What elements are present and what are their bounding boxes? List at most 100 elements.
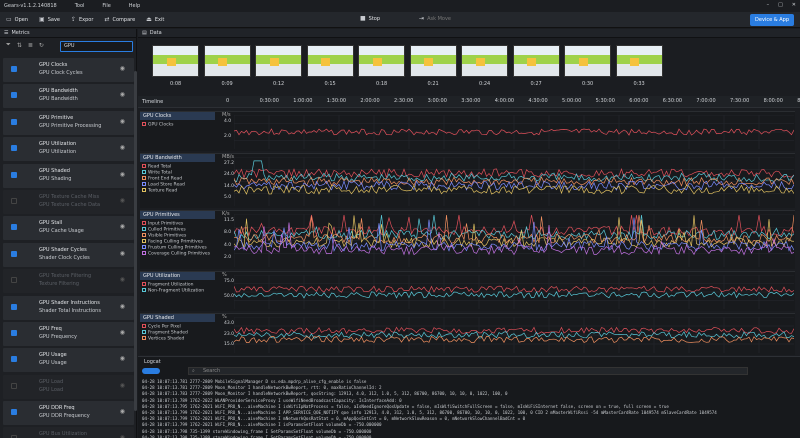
metric-checkbox[interactable] [11, 409, 17, 416]
compare-button[interactable]: ⇄ Compare [104, 16, 136, 23]
legend-checkbox[interactable] [142, 221, 146, 225]
screenshot-thumbnail[interactable] [512, 45, 560, 77]
legend-item[interactable]: Write Total [142, 170, 172, 176]
legend-item[interactable]: Input Primitives [142, 221, 183, 227]
track-chart[interactable] [234, 115, 794, 149]
legend-item[interactable]: Front End Read [142, 176, 182, 182]
legend-checkbox[interactable] [142, 288, 146, 292]
metric-item[interactable]: GPU Primitive GPU Primitive Processing ◉ [3, 110, 134, 135]
screenshot-thumbnail[interactable] [564, 45, 611, 77]
legend-checkbox[interactable] [142, 188, 146, 192]
legend-item[interactable]: Read Total [142, 164, 171, 170]
sort-icon[interactable]: ⇅ [16, 41, 22, 49]
eye-icon[interactable]: ◉ [119, 65, 125, 72]
legend-checkbox[interactable] [142, 324, 146, 328]
eye-icon[interactable]: ◉ [119, 249, 125, 257]
metric-checkbox[interactable] [11, 250, 17, 257]
legend-checkbox[interactable] [142, 336, 146, 340]
device-app-button[interactable]: Device & App [750, 14, 794, 26]
eye-icon[interactable]: ◉ [119, 276, 125, 284]
metric-item[interactable]: GPU Usage GPU Usage ◉ [3, 348, 134, 373]
log-row[interactable]: 04-28 10:07:13.798 735-1399 storeWindowi… [142, 428, 372, 434]
metric-checkbox[interactable] [11, 329, 17, 336]
log-row[interactable]: 04-28 10:07:13.781 2777-2809 Moon_Monito… [142, 385, 382, 391]
maximize-icon[interactable]: □ [778, 2, 783, 8]
track-0[interactable]: GPU Clocks M/s GPU Clocks 4.0 2.0 [140, 111, 795, 151]
legend-item[interactable]: Fragment Shaded [142, 330, 188, 336]
screenshot-thumbnail[interactable] [255, 45, 302, 77]
export-button[interactable]: ⇪ Expor [70, 16, 94, 23]
metric-checkbox[interactable] [11, 145, 17, 152]
screenshot-thumbnail[interactable] [306, 45, 354, 77]
log-row[interactable]: 04-28 10:07:13.798 735-1399 storeWindowi… [142, 434, 372, 438]
eye-icon[interactable]: ◉ [119, 117, 125, 125]
legend-item[interactable]: Vertices Shaded [142, 336, 184, 342]
legend-item[interactable]: Texture Read [142, 188, 177, 194]
eye-icon[interactable]: ◉ [119, 170, 125, 178]
menu-help[interactable]: Help [128, 2, 141, 9]
metric-checkbox[interactable] [11, 224, 17, 231]
metric-checkbox[interactable] [11, 382, 17, 389]
metric-item[interactable]: GPU DDR Freq GPU DDR Frequency ◉ [3, 401, 134, 426]
metric-checkbox[interactable] [11, 118, 17, 125]
metric-checkbox[interactable] [11, 303, 17, 310]
legend-checkbox[interactable] [142, 233, 146, 237]
metrics-search-input[interactable]: GPU [60, 41, 133, 52]
legend-item[interactable]: Cycle Per Pixel [142, 324, 181, 330]
log-row[interactable]: 04-28 10:07:13.781 2777-2809 MobileSigna… [142, 379, 367, 384]
legend-checkbox[interactable] [142, 170, 146, 174]
stop-button[interactable]: ■ Stop [360, 15, 381, 22]
metric-checkbox[interactable] [11, 356, 17, 363]
legend-item[interactable]: Non-Fragment Utilization [142, 288, 204, 294]
metric-item[interactable]: GPU Shader Cycles Shader Clock Cycles ◉ [3, 242, 134, 267]
log-row[interactable]: 04-28 10:07:13.799 1762-2021 WiFI_PRO_N.… [142, 422, 382, 428]
eye-icon[interactable]: ◉ [119, 355, 125, 363]
legend-checkbox[interactable] [142, 282, 146, 286]
logcat-toggle[interactable] [142, 368, 160, 374]
track-2[interactable]: GPU Primitives K/s Input Primitives Culled … [140, 210, 795, 269]
metric-item[interactable]: GPU Freq GPU Frequency ◉ [3, 321, 134, 346]
eye-icon[interactable]: ◉ [119, 434, 125, 438]
metric-item[interactable]: GPU Shaded GPU Shading ◉ [3, 163, 134, 188]
refresh-icon[interactable]: ↻ [38, 41, 44, 49]
legend-checkbox[interactable] [142, 239, 146, 243]
legend-checkbox[interactable] [142, 251, 146, 255]
eye-icon[interactable]: ◉ [119, 408, 125, 416]
log-row[interactable]: 04-28 10:07:13.789 1762-2022 WLANProvide… [142, 397, 402, 403]
legend-item[interactable]: Fragment Utilization [142, 282, 193, 288]
save-button[interactable]: ▣ Save [39, 16, 60, 23]
metric-checkbox[interactable] [11, 66, 17, 72]
screenshot-thumbnail[interactable] [461, 45, 508, 77]
close-icon[interactable]: ✕ [791, 2, 796, 8]
eye-icon[interactable]: ◉ [119, 91, 125, 99]
eye-icon[interactable]: ◉ [119, 144, 125, 152]
legend-checkbox[interactable] [142, 227, 146, 231]
metric-checkbox[interactable] [11, 197, 17, 204]
log-row[interactable]: 04-28 10:07:13.799 1762-2021 WiFI_PRO_N.… [142, 416, 526, 422]
metric-item[interactable]: GPU Texture Cache Miss GPU Texture Cache … [3, 189, 134, 214]
legend-checkbox[interactable] [142, 176, 146, 180]
log-row[interactable]: 04-28 10:07:13.799 1762-2021 WiFI_PRO_N.… [142, 410, 717, 415]
metric-checkbox[interactable] [11, 277, 17, 284]
log-row[interactable]: 04-28 10:07:13.783 2777-2809 Moon_Monito… [142, 391, 508, 397]
eye-icon[interactable]: ◉ [119, 381, 125, 389]
legend-checkbox[interactable] [142, 182, 146, 186]
menu-file[interactable]: File [102, 2, 111, 9]
track-1[interactable]: GPU Bandwidth MB/s Read Total Write Total Fr… [140, 153, 795, 208]
screenshot-thumbnail[interactable] [203, 45, 251, 77]
metric-item[interactable]: GPU Utilization GPU Utilization ◉ [3, 137, 134, 162]
metric-item[interactable]: GPU Clocks GPU Clock Cycles ◉ [3, 58, 134, 82]
exit-button[interactable]: ⏏ Exit [146, 16, 165, 23]
track-chart[interactable] [234, 214, 794, 267]
list-icon[interactable]: ≣ [27, 41, 33, 49]
legend-item[interactable]: Frustum Culling Primitives [142, 245, 207, 251]
legend-item[interactable]: GPU Clocks [142, 122, 174, 128]
legend-checkbox[interactable] [142, 245, 146, 249]
metric-item[interactable]: GPU Stall GPU Cache Usage ◉ [3, 216, 134, 241]
legend-checkbox[interactable] [142, 330, 146, 334]
track-chart[interactable] [234, 157, 794, 206]
filter-icon[interactable]: ⏷ [6, 41, 11, 48]
legend-item[interactable]: Coverage Culling Primitives [142, 251, 210, 257]
eye-icon[interactable]: ◉ [119, 196, 125, 204]
